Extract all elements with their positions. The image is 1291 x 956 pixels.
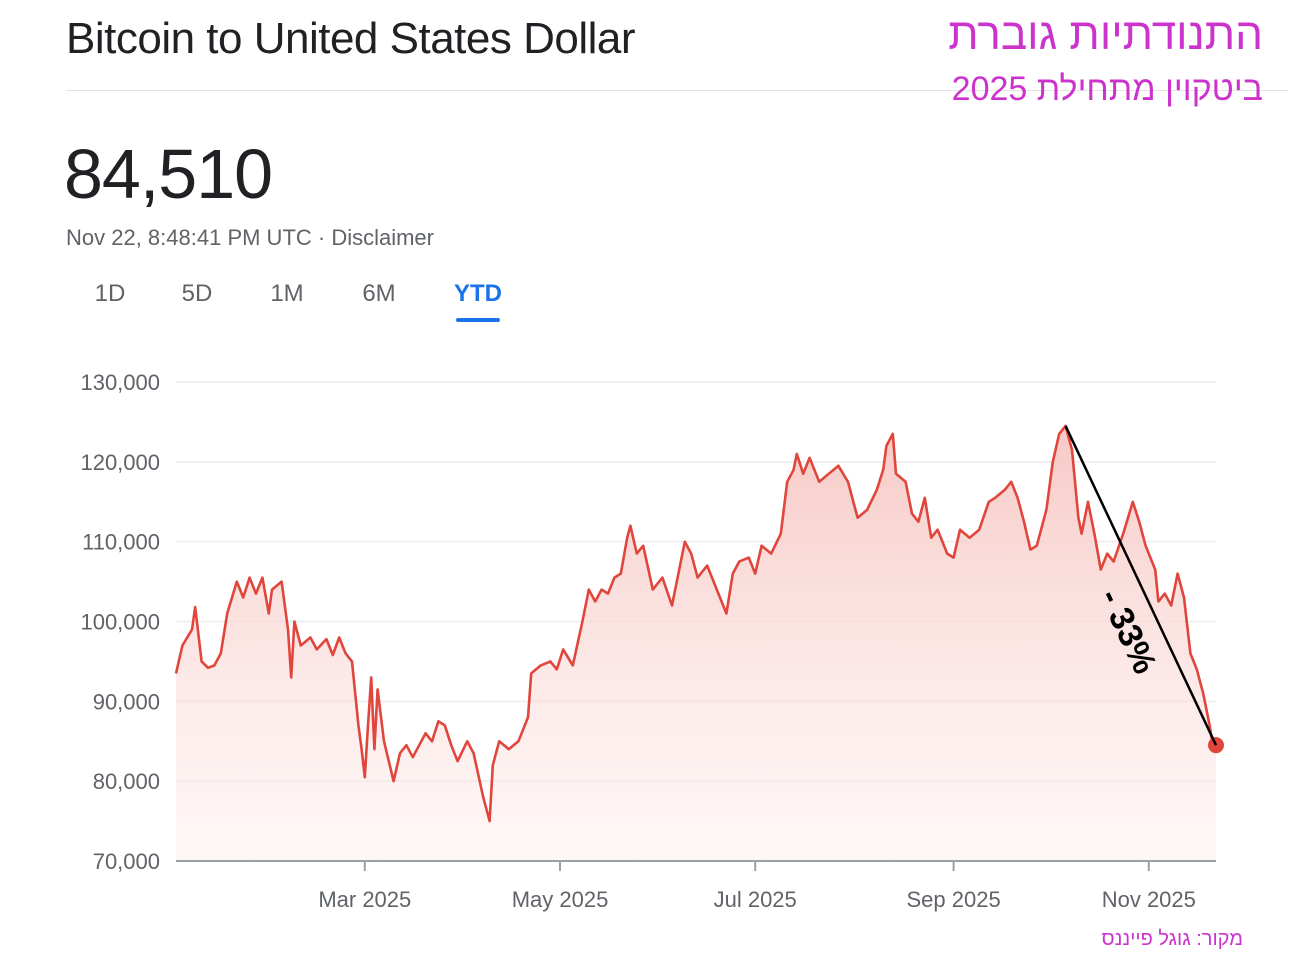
current-price: 84,510 <box>64 135 273 213</box>
y-tick-label: 80,000 <box>93 769 160 794</box>
annotation-subtitle: ביטקוין מתחילת 2025 <box>951 70 1263 108</box>
y-tick-label: 70,000 <box>93 849 160 874</box>
y-tick-label: 120,000 <box>80 450 160 475</box>
annotation-title: התנודתיות גוברת <box>948 10 1263 59</box>
tab-1d[interactable]: 1D <box>94 280 126 307</box>
series-line <box>174 424 1216 823</box>
y-tick-label: 110,000 <box>82 530 160 555</box>
page-title: Bitcoin to United States Dollar <box>66 14 636 63</box>
x-tick-label: Sep 2025 <box>906 887 1000 912</box>
tab-ytd[interactable]: YTD <box>454 280 502 307</box>
tab-5d[interactable]: 5D <box>181 280 213 307</box>
y-tick-label: 130,000 <box>80 370 160 395</box>
x-tick-label: Mar 2025 <box>318 887 411 912</box>
tab-1m[interactable]: 1M <box>270 280 304 307</box>
source-note: מקור: גוגל פייננס <box>1101 928 1243 950</box>
range-tabs: 1D 5D 1M 6M YTD <box>0 280 600 330</box>
active-tab-indicator <box>456 318 500 322</box>
x-tick-label: Nov 2025 <box>1102 887 1196 912</box>
drawdown-line <box>1064 425 1218 746</box>
y-tick-label: 90,000 <box>93 689 160 714</box>
title-divider <box>66 90 1288 91</box>
x-tick-label: Jul 2025 <box>714 887 797 912</box>
tab-6m[interactable]: 6M <box>362 280 396 307</box>
y-tick-label: 100,000 <box>80 610 160 635</box>
price-timestamp[interactable]: Nov 22, 8:48:41 PM UTC · Disclaimer <box>66 225 434 250</box>
series-area-fill <box>176 425 1216 861</box>
x-tick-label: May 2025 <box>512 887 609 912</box>
